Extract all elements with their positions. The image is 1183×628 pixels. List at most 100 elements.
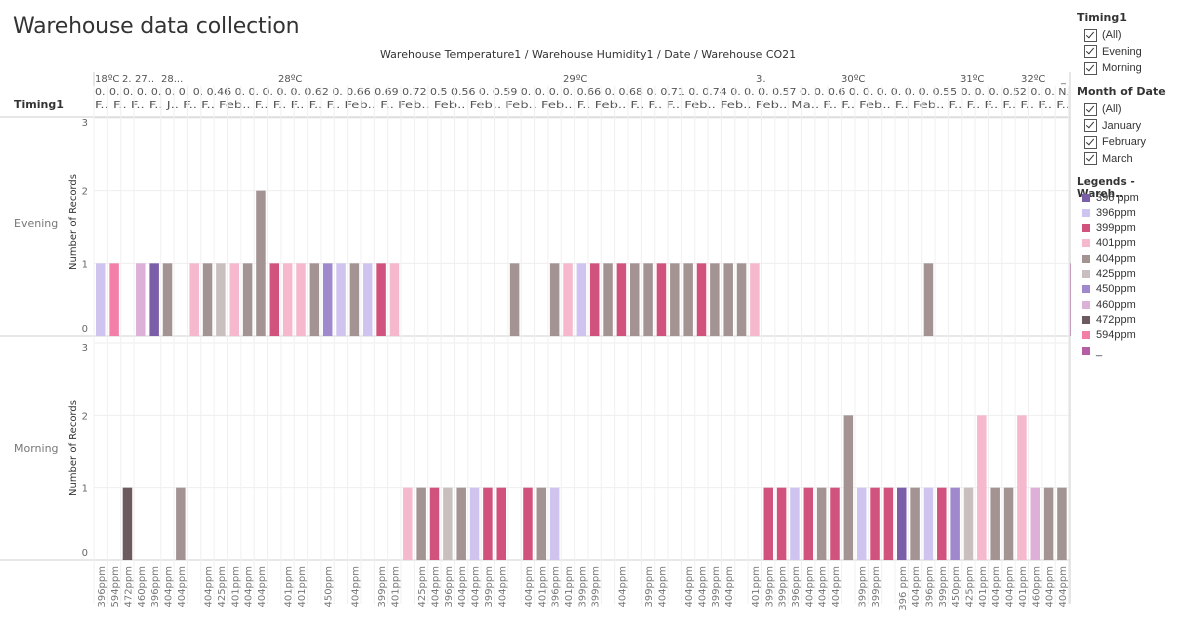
bar-evening[interactable] [336, 263, 346, 336]
bar-evening[interactable] [710, 263, 720, 336]
bar-evening[interactable] [549, 263, 560, 336]
bar-morning[interactable] [816, 487, 827, 560]
legend-item[interactable]: 404ppm [1082, 251, 1136, 266]
bar-morning[interactable] [1057, 487, 1067, 560]
bar-morning[interactable] [549, 487, 560, 560]
bar-morning[interactable] [977, 415, 987, 560]
bar-evening[interactable] [656, 263, 667, 336]
bar-evening[interactable] [309, 263, 320, 336]
bar-morning[interactable] [1043, 487, 1054, 560]
bar-evening[interactable] [389, 263, 400, 336]
bar-evening[interactable] [589, 263, 600, 336]
checkbox-checked-icon[interactable] [1084, 61, 1097, 75]
bar-morning[interactable] [443, 487, 453, 560]
bar-morning[interactable] [483, 487, 493, 560]
bar-morning[interactable] [536, 487, 547, 560]
bar-evening[interactable] [136, 263, 146, 336]
bar-evening[interactable] [923, 263, 934, 336]
legend-item[interactable]: 396 ppm [1082, 190, 1139, 205]
bar-evening[interactable] [576, 263, 587, 336]
bar-evening[interactable] [643, 263, 653, 336]
bar-evening[interactable] [242, 263, 253, 336]
bar-morning[interactable] [963, 487, 974, 560]
checkbox-checked-icon[interactable] [1084, 119, 1097, 132]
month-option[interactable]: March [1084, 151, 1133, 167]
bar-evening[interactable] [162, 263, 173, 336]
legend-item[interactable]: 401ppm [1082, 236, 1136, 251]
bar-morning[interactable] [776, 487, 787, 560]
bar-morning[interactable] [830, 487, 840, 560]
bar-evening[interactable] [363, 263, 373, 336]
bar-evening[interactable] [282, 263, 293, 336]
checkbox-checked-icon[interactable] [1084, 102, 1097, 116]
month-option[interactable]: February [1084, 134, 1146, 150]
bar-morning[interactable] [803, 487, 814, 560]
bar-evening[interactable] [509, 263, 520, 336]
bar-evening[interactable] [603, 263, 613, 336]
bar-morning[interactable] [1017, 415, 1027, 560]
bar-evening[interactable] [296, 263, 306, 336]
timing-option[interactable]: Evening [1084, 44, 1142, 60]
bar-evening[interactable] [322, 263, 333, 336]
bar-morning[interactable] [763, 487, 774, 560]
checkbox-checked-icon[interactable] [1084, 28, 1097, 42]
bar-morning[interactable] [1030, 487, 1041, 560]
bar-morning[interactable] [950, 487, 960, 560]
legend-item[interactable]: 450ppm [1082, 282, 1136, 297]
bar-morning[interactable] [910, 487, 920, 560]
timing-option[interactable]: (All) [1084, 27, 1122, 43]
bar-morning[interactable] [456, 487, 466, 560]
bar-morning[interactable] [883, 487, 894, 560]
bar-evening[interactable] [202, 263, 213, 336]
bar-morning[interactable] [429, 487, 440, 560]
legend-item[interactable]: 396ppm [1082, 205, 1136, 220]
bar-morning[interactable] [897, 487, 907, 560]
bar-morning[interactable] [843, 415, 854, 560]
bar-evening[interactable] [670, 263, 680, 336]
checkbox-checked-icon[interactable] [1084, 135, 1097, 149]
timing-option[interactable]: Morning [1084, 60, 1142, 76]
legend-item[interactable]: _ [1082, 343, 1102, 358]
bar-morning[interactable] [1003, 487, 1014, 560]
bar-evening[interactable] [696, 263, 707, 336]
bar-evening[interactable] [723, 263, 733, 336]
bar-morning[interactable] [416, 487, 426, 560]
bar-evening[interactable] [109, 263, 119, 336]
bar-evening[interactable] [630, 263, 640, 336]
bar-evening[interactable] [229, 263, 240, 336]
bar-evening[interactable] [149, 263, 159, 336]
bar-evening[interactable] [269, 263, 280, 336]
bar-evening[interactable] [349, 263, 360, 336]
bar-evening[interactable] [683, 263, 693, 336]
month-option[interactable]: (All) [1084, 101, 1122, 117]
checkbox-checked-icon[interactable] [1084, 152, 1097, 165]
bar-evening[interactable] [189, 263, 199, 336]
bar-morning[interactable] [403, 487, 413, 560]
bar-morning[interactable] [469, 487, 480, 560]
bar-evening[interactable] [96, 263, 106, 336]
legend-item[interactable]: 460ppm [1082, 297, 1136, 312]
bar-evening[interactable] [376, 263, 386, 336]
checkbox-checked-icon[interactable] [1084, 45, 1097, 58]
legend-item[interactable]: 425ppm [1082, 267, 1136, 282]
bar-morning[interactable] [790, 487, 800, 560]
legend-item[interactable]: 594ppm [1082, 328, 1136, 343]
bar-evening[interactable] [216, 263, 226, 336]
bar-evening[interactable] [750, 263, 760, 336]
month-option[interactable]: January [1084, 118, 1141, 134]
bar-evening[interactable] [616, 263, 627, 336]
bar-morning[interactable] [923, 487, 934, 560]
bar-morning[interactable] [496, 487, 507, 560]
bar-evening[interactable] [563, 263, 573, 336]
bar-morning[interactable] [990, 487, 1000, 560]
bar-evening[interactable] [736, 263, 747, 336]
bar-morning[interactable] [176, 487, 186, 560]
bar-morning[interactable] [937, 487, 947, 560]
bar-morning[interactable] [122, 487, 133, 560]
bar-morning[interactable] [523, 487, 533, 560]
legend-item[interactable]: 472ppm [1082, 312, 1136, 327]
bar-morning[interactable] [856, 487, 867, 560]
bar-evening[interactable] [256, 190, 266, 336]
legend-item[interactable]: 399ppm [1082, 221, 1136, 236]
bar-morning[interactable] [870, 487, 880, 560]
